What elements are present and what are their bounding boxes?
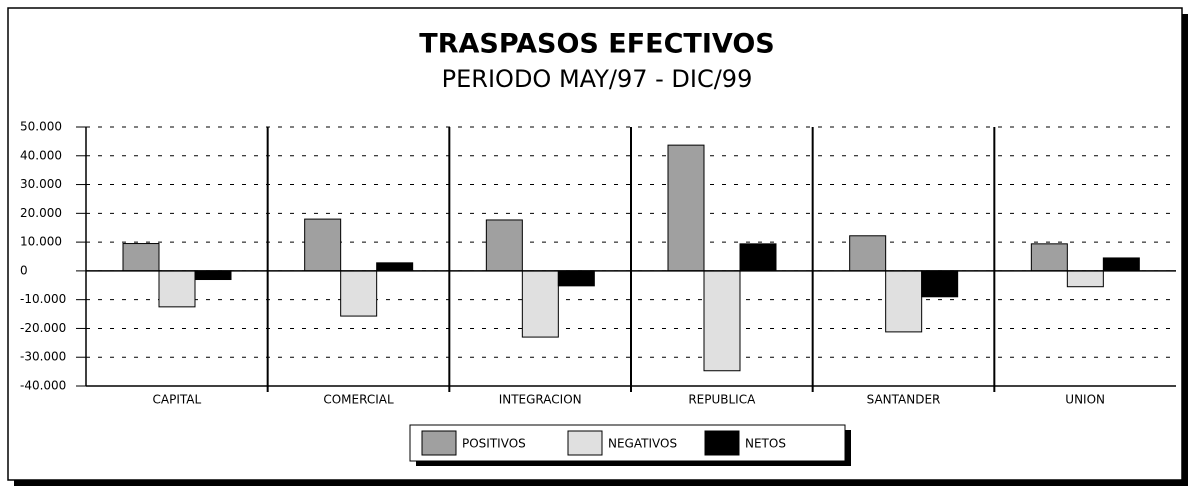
legend-swatch (704, 430, 740, 456)
legend-swatch (567, 430, 603, 456)
y-tick-label: -20.000 (20, 321, 66, 335)
chart-subtitle: PERIODO MAY/97 - DIC/99 (442, 65, 753, 93)
bar (557, 270, 595, 287)
x-tick-label: CAPITAL (153, 393, 202, 407)
y-tick-label: 50.000 (20, 120, 62, 134)
y-tick-label: 10.000 (20, 235, 62, 249)
bar (885, 270, 923, 333)
legend-label: POSITIVOS (462, 437, 526, 451)
x-tick-label: UNION (1065, 393, 1105, 407)
bar (122, 243, 160, 272)
bar (1030, 243, 1068, 272)
bar (158, 270, 196, 308)
y-tick-label: -40.000 (20, 379, 66, 393)
legend (409, 424, 846, 462)
y-tick-label: 0 (20, 263, 28, 277)
bar (1102, 257, 1140, 272)
bar (376, 262, 414, 272)
bar (849, 235, 887, 272)
bar (667, 144, 705, 272)
x-tick-label: REPUBLICA (688, 393, 756, 407)
bar (340, 270, 378, 317)
y-tick-label: 20.000 (20, 206, 62, 220)
x-tick-label: COMERCIAL (323, 393, 394, 407)
legend-swatch (421, 430, 457, 456)
bar (921, 270, 959, 298)
legend-label: NEGATIVOS (608, 437, 677, 451)
y-tick-label: -30.000 (20, 350, 66, 364)
frame (7, 7, 1183, 481)
bar (739, 243, 777, 272)
bar (194, 270, 232, 281)
y-tick-label: -10.000 (20, 292, 66, 306)
chart-title: TRASPASOS EFECTIVOS (419, 29, 774, 60)
x-tick-label: SANTANDER (867, 393, 941, 407)
y-tick-label: 40.000 (20, 148, 62, 162)
legend-label: NETOS (745, 437, 786, 451)
y-tick-label: 30.000 (20, 177, 62, 191)
x-tick-label: INTEGRACION (499, 393, 582, 407)
bar (1066, 270, 1104, 288)
bar (485, 219, 523, 272)
bar (304, 218, 342, 272)
bar (703, 270, 741, 372)
bar (521, 270, 559, 338)
